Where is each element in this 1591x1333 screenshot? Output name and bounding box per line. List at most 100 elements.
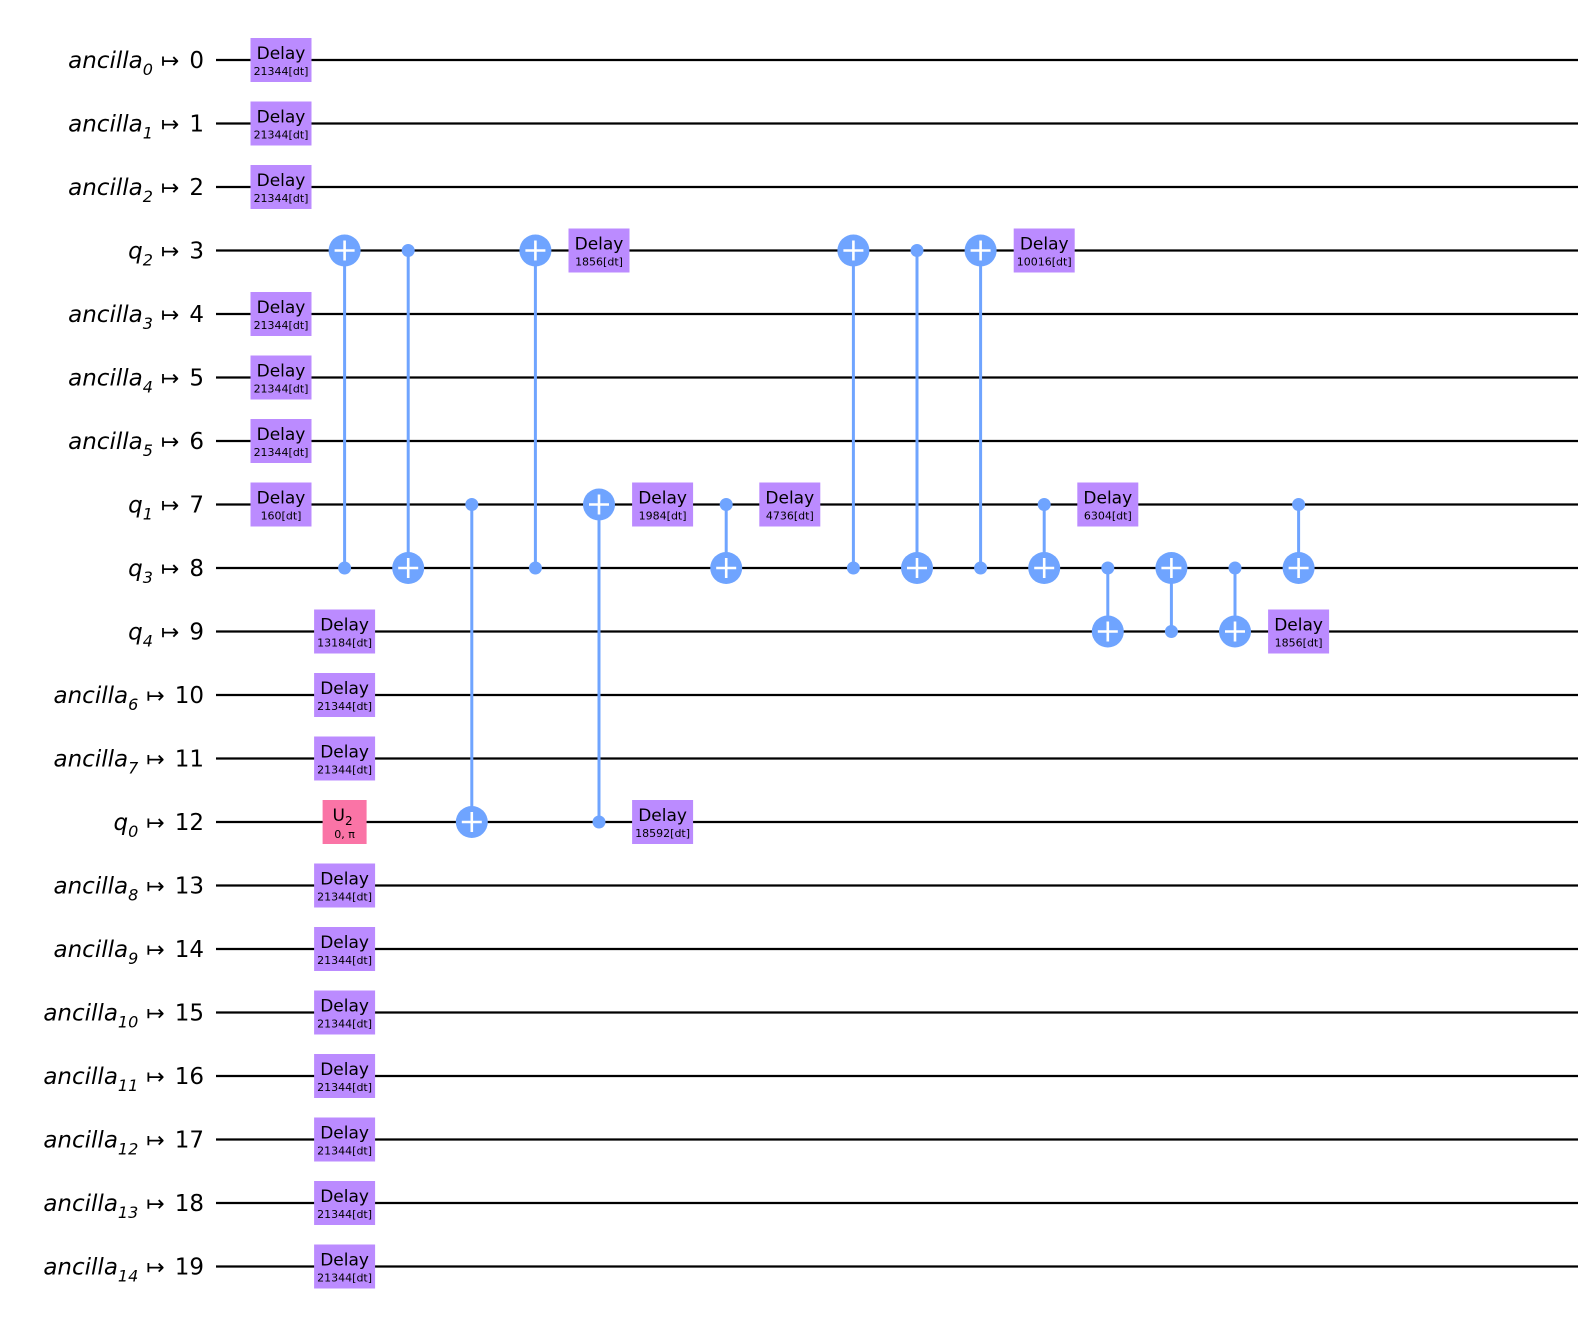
delay-box [1013,228,1075,273]
qubit-subscript: 12 [118,1140,138,1159]
qubit-subscript: 3 [143,568,153,587]
qubit-subscript: 4 [143,632,153,651]
qubit-label: ancilla12 ↦ 17 [43,1128,204,1159]
physical-index: 4 [189,302,204,328]
qubit-name: ancilla [54,874,129,900]
delay-duration: 6304[dt] [1084,510,1132,523]
qubit-label: q1 ↦ 7 [128,493,204,524]
u2-params: 0, π [334,828,355,841]
qubit-name: ancilla [54,937,129,963]
qubit-name: ancilla [43,1128,118,1154]
map-arrow: ↦ [161,113,179,138]
cx-gate [710,498,743,584]
qubit-subscript: 8 [128,886,138,905]
qubit-name: q [128,493,143,519]
map-arrow: ↦ [146,811,164,836]
physical-index: 7 [189,493,204,519]
map-arrow: ↦ [146,748,164,773]
qubit-name: q [113,810,128,836]
control-dot [1037,498,1051,511]
circuit-gates: Delay21344[dt]Delay21344[dt]Delay21344[d… [250,38,1330,1289]
qubit-label: ancilla3 ↦ 4 [68,302,204,333]
delay-box [250,165,312,209]
delay-box [314,1181,376,1225]
cx-gate [837,234,870,575]
qubit-wires [216,58,1578,1268]
map-arrow: ↦ [161,367,179,392]
physical-index: 5 [189,366,204,392]
cx-gate [455,498,488,838]
cx-gate [392,244,425,584]
qubit-subscript: 2 [143,187,153,206]
delay-duration: 21344[dt] [254,446,309,459]
cx-gate [901,244,933,584]
map-arrow: ↦ [161,303,179,328]
delay-duration: 1856[dt] [1275,637,1323,650]
delay-label: Delay [320,743,369,763]
control-dot [1292,498,1306,511]
delay-label: Delay [320,1251,369,1271]
delay-duration: 21344[dt] [317,764,372,777]
u2-label: U2 [333,806,353,828]
delay-duration: 13184[dt] [317,637,372,650]
qubit-name: q [128,239,143,265]
delay-box [250,419,312,463]
delay-duration: 160[dt] [261,510,302,523]
qubit-subscript: 1 [143,505,153,524]
delay-duration: 21344[dt] [317,1272,372,1285]
physical-index: 1 [189,112,204,138]
delay-label: Delay [1274,616,1323,636]
delay-label: Delay [257,44,306,64]
qubit-label: ancilla14 ↦ 19 [43,1255,204,1286]
qubit-subscript: 0 [143,60,153,79]
delay-duration: 10016[dt] [1017,256,1072,269]
map-arrow: ↦ [161,621,179,646]
delay-label: Delay [257,489,306,509]
map-arrow: ↦ [161,49,179,74]
delay-label: Delay [320,870,369,890]
control-dot [719,498,733,511]
physical-index: 16 [175,1064,204,1090]
control-dot [592,815,606,829]
map-arrow: ↦ [146,1256,164,1281]
delay-label: Delay [1020,235,1069,255]
delay-box [314,673,376,717]
delay-box [250,292,312,336]
cx-gate [328,234,361,575]
delay-duration: 18592[dt] [635,827,690,840]
qubit-label: q4 ↦ 9 [128,620,204,651]
physical-index: 19 [175,1255,204,1281]
delay-box [250,482,312,527]
qubit-subscript: 14 [118,1267,138,1286]
delay-box [314,1244,376,1289]
qubit-subscript: 2 [143,251,153,270]
cx-gate [1219,561,1251,648]
qubit-label: ancilla2 ↦ 2 [68,175,204,206]
qubit-subscript: 5 [143,441,153,460]
control-dot [974,561,988,575]
qubit-name: ancilla [68,175,143,201]
delay-box [314,990,376,1035]
control-dot [528,561,542,575]
physical-index: 18 [175,1191,204,1217]
delay-duration: 4736[dt] [766,510,814,523]
qubit-label: q2 ↦ 3 [128,239,204,270]
qubit-name: q [128,620,143,646]
delay-box [250,38,312,82]
control-dot [910,244,924,257]
map-arrow: ↦ [161,176,179,201]
qubit-name: ancilla [43,1001,118,1027]
